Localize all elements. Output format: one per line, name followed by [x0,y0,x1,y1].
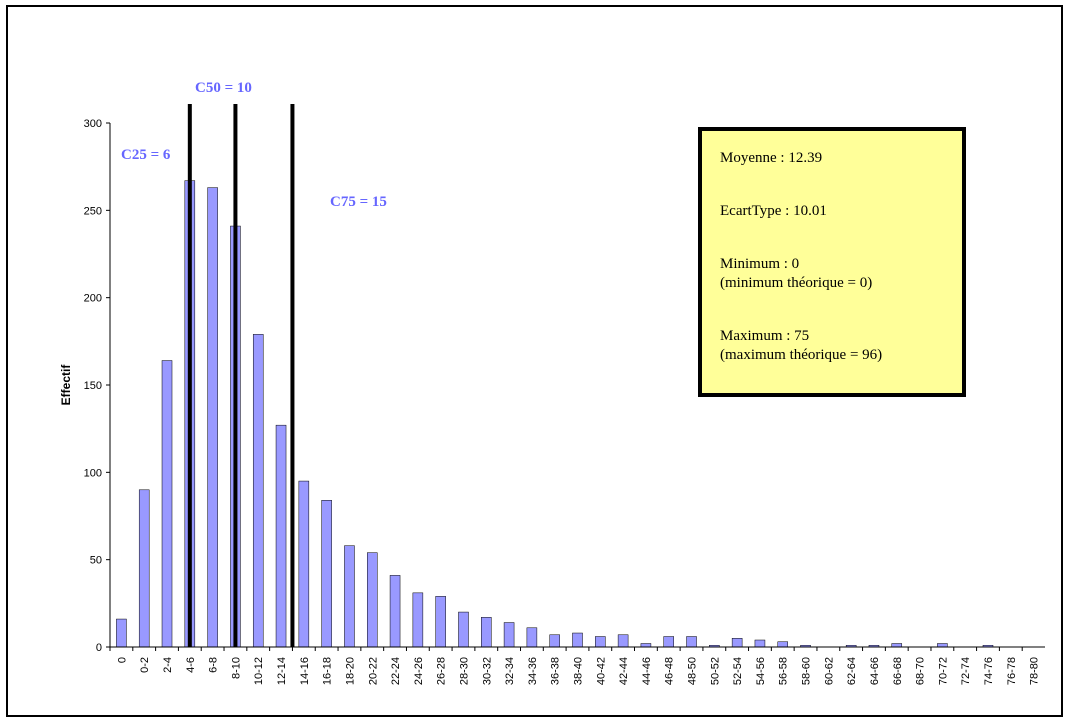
x-tick-label: 26-28 [436,657,448,685]
x-tick-label: 4-6 [185,657,197,673]
x-tick-label: 60-62 [823,657,835,685]
y-tick-label: 50 [90,555,102,567]
x-tick-label: 40-42 [595,657,607,685]
x-tick-label: 0 [116,657,128,663]
bar-70-72 [937,643,948,648]
bar-52-54 [731,638,743,648]
bar-56-58 [777,641,788,648]
x-tick-label: 10-12 [253,657,265,685]
x-tick-label: 18-20 [344,657,356,685]
bar-40-42 [595,636,606,648]
x-tick-label: 50-52 [709,657,721,685]
x-tick-label: 14-16 [299,657,311,685]
bar-20-22 [367,552,378,648]
maximum-block: Maximum : 75 (maximum théorique = 96) [720,327,952,365]
y-tick-label: 100 [84,467,102,479]
x-tick-label: 20-22 [367,657,379,685]
x-tick-label: 68-70 [915,657,927,685]
x-tick-label: 12-14 [276,657,288,685]
c50-label: C50 = 10 [195,80,252,96]
x-tick-label: 72-74 [960,657,972,685]
bar-14-16 [298,480,310,648]
bar-18-20 [344,545,355,648]
max-theory-text: (maximum théorique = 96) [720,347,883,363]
bar-2-4 [161,360,173,648]
bar-46-48 [663,636,674,648]
bar-28-30 [458,611,469,648]
bar-12-14 [275,424,287,648]
x-tick-label: 32-34 [504,657,516,685]
x-tick-label: 36-38 [550,657,562,685]
x-tick-label: 78-80 [1029,657,1041,685]
quartile-lines-group [187,104,295,647]
x-tick-label: 22-24 [390,657,402,685]
x-tick-label: 46-48 [664,657,676,685]
bar-48-50 [686,636,697,648]
y-tick-label: 0 [96,642,102,654]
x-tick-label: 56-58 [778,657,790,685]
mean-text: Moyenne : 12.39 [720,150,823,166]
y-axis-label: Effectif [59,364,73,406]
x-tick-label: 66-68 [892,657,904,685]
c25-label: C25 = 6 [121,147,171,163]
bar-10-12 [252,334,264,648]
x-tick-label: 16-18 [322,657,334,685]
statistics-box: Moyenne : 12.39 EcartType : 10.01 Minimu… [698,127,966,397]
bar-22-24 [389,575,401,648]
minimum-block: Minimum : 0 (minimum théorique = 0) [720,255,952,293]
bar-36-38 [549,634,560,648]
y-tick-label: 200 [84,293,102,305]
y-tick-label: 300 [84,118,102,130]
x-tick-label: 58-60 [801,657,813,685]
x-tick-label: 74-76 [983,657,995,685]
x-tick-label: 62-64 [846,657,858,685]
axes-group: 0 0-2 2-4 4-6 6-8 8-10 10-12 12-14 14-16 16-18 18-… [84,118,1045,685]
x-tick-label: 64-66 [869,657,881,685]
max-text: Maximum : 75 [720,328,810,344]
x-tick-label: 44-46 [641,657,653,685]
x-tick-label: 70-72 [937,657,949,685]
x-tick-label: 42-44 [618,657,630,685]
y-tick-label: 150 [84,380,102,392]
c75-label: C75 = 15 [330,194,387,210]
bar-6-8 [207,187,218,648]
min-text: Minimum : 0 [720,256,800,272]
x-tick-label: 0-2 [139,657,151,673]
x-tick-label: 28-30 [458,657,470,685]
bar-24-26 [412,592,424,648]
bar-30-32 [481,617,492,648]
bar-54-56 [754,639,766,648]
bar-38-40 [572,632,583,648]
y-tick-label: 250 [84,205,102,217]
x-tick-label: 6-8 [208,657,220,673]
x-tick-label: 34-36 [527,657,539,685]
x-tick-label: 38-40 [573,657,585,685]
min-theory-text: (minimum théorique = 0) [720,275,873,291]
x-tick-label: 2-4 [162,657,174,673]
x-tick-label: 54-56 [755,657,767,685]
x-tick-label: 30-32 [481,657,493,685]
bar-66-68 [891,643,903,648]
bar-32-34 [503,622,515,648]
bar-26-28 [435,596,446,648]
bar-44-46 [640,643,652,648]
x-tick-label: 48-50 [687,657,699,685]
bar-0 [116,618,127,648]
bar-0-2 [138,489,150,648]
bar-16-18 [321,500,332,648]
std-text: EcartType : 10.01 [720,203,827,219]
x-tick-label: 8-10 [230,657,242,679]
x-tick-label: 24-26 [413,657,425,685]
bar-34-36 [526,627,538,648]
x-tick-label: 52-54 [732,657,744,685]
x-tick-label: 76-78 [1006,657,1018,685]
bar-42-44 [617,634,629,648]
